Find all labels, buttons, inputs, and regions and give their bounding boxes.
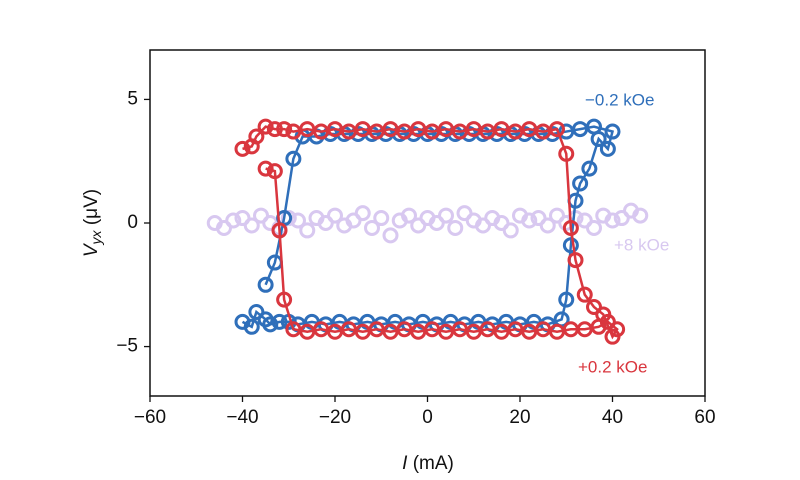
data-point bbox=[572, 175, 589, 192]
data-point bbox=[285, 150, 302, 167]
y-axis-label: Vyx (μV) bbox=[81, 189, 107, 257]
x-tick-label: −60 bbox=[134, 407, 166, 428]
data-point bbox=[327, 207, 343, 224]
series-label: +0.2 kOe bbox=[578, 357, 647, 376]
data-point bbox=[447, 219, 464, 236]
data-point bbox=[562, 237, 579, 254]
x-tick-label: 60 bbox=[694, 407, 715, 428]
x-tick-label: 0 bbox=[422, 407, 433, 428]
data-point bbox=[225, 212, 242, 229]
data-point bbox=[276, 121, 293, 138]
y-label-subscript: yx bbox=[88, 229, 104, 245]
y-tick-label: 5 bbox=[127, 88, 138, 109]
data-point bbox=[266, 121, 283, 138]
data-point bbox=[373, 210, 390, 227]
data-point bbox=[271, 222, 288, 239]
data-point bbox=[285, 321, 302, 338]
data-point bbox=[257, 118, 274, 135]
x-label-symbol: I bbox=[402, 453, 408, 474]
data-point bbox=[382, 227, 399, 244]
y-label-symbol: V bbox=[81, 242, 102, 257]
data-point bbox=[257, 276, 274, 293]
data-point bbox=[599, 140, 616, 157]
data-point bbox=[586, 219, 602, 236]
x-label-unit: (mA) bbox=[413, 453, 454, 474]
data-point bbox=[364, 219, 380, 236]
data-point bbox=[632, 207, 649, 224]
data-point bbox=[234, 140, 251, 157]
data-point bbox=[262, 316, 279, 333]
x-tick-label: 40 bbox=[602, 407, 623, 428]
y-tick-label: −5 bbox=[116, 336, 138, 357]
data-point bbox=[558, 145, 575, 162]
data-point bbox=[266, 163, 283, 180]
y-tick-label: 0 bbox=[127, 212, 138, 233]
series-label: +8 kOe bbox=[614, 235, 669, 254]
data-point bbox=[562, 219, 579, 236]
x-tick-label: 20 bbox=[509, 407, 530, 428]
data-point bbox=[354, 205, 371, 222]
plot-area bbox=[206, 118, 649, 345]
data-point bbox=[271, 313, 288, 330]
y-label-unit: (μV) bbox=[81, 189, 102, 225]
data-point bbox=[257, 160, 274, 177]
data-point bbox=[243, 318, 260, 335]
data-point bbox=[581, 160, 598, 177]
data-point bbox=[567, 252, 584, 269]
data-point bbox=[248, 128, 265, 145]
data-point bbox=[576, 286, 593, 303]
data-point bbox=[243, 217, 260, 234]
data-point bbox=[401, 207, 417, 224]
x-tick-label: −40 bbox=[226, 407, 258, 428]
data-point bbox=[502, 222, 519, 239]
series-label: −0.2 kOe bbox=[585, 90, 654, 109]
data-point bbox=[521, 212, 538, 229]
data-point bbox=[604, 123, 621, 140]
data-point bbox=[604, 212, 621, 229]
data-point bbox=[276, 291, 293, 308]
data-point bbox=[438, 207, 454, 224]
data-point bbox=[539, 217, 556, 234]
x-tick-label: −20 bbox=[319, 407, 351, 428]
x-axis-label: I (mA) bbox=[402, 453, 454, 474]
data-point bbox=[299, 222, 316, 239]
data-point bbox=[558, 291, 575, 308]
data-point bbox=[549, 121, 565, 138]
